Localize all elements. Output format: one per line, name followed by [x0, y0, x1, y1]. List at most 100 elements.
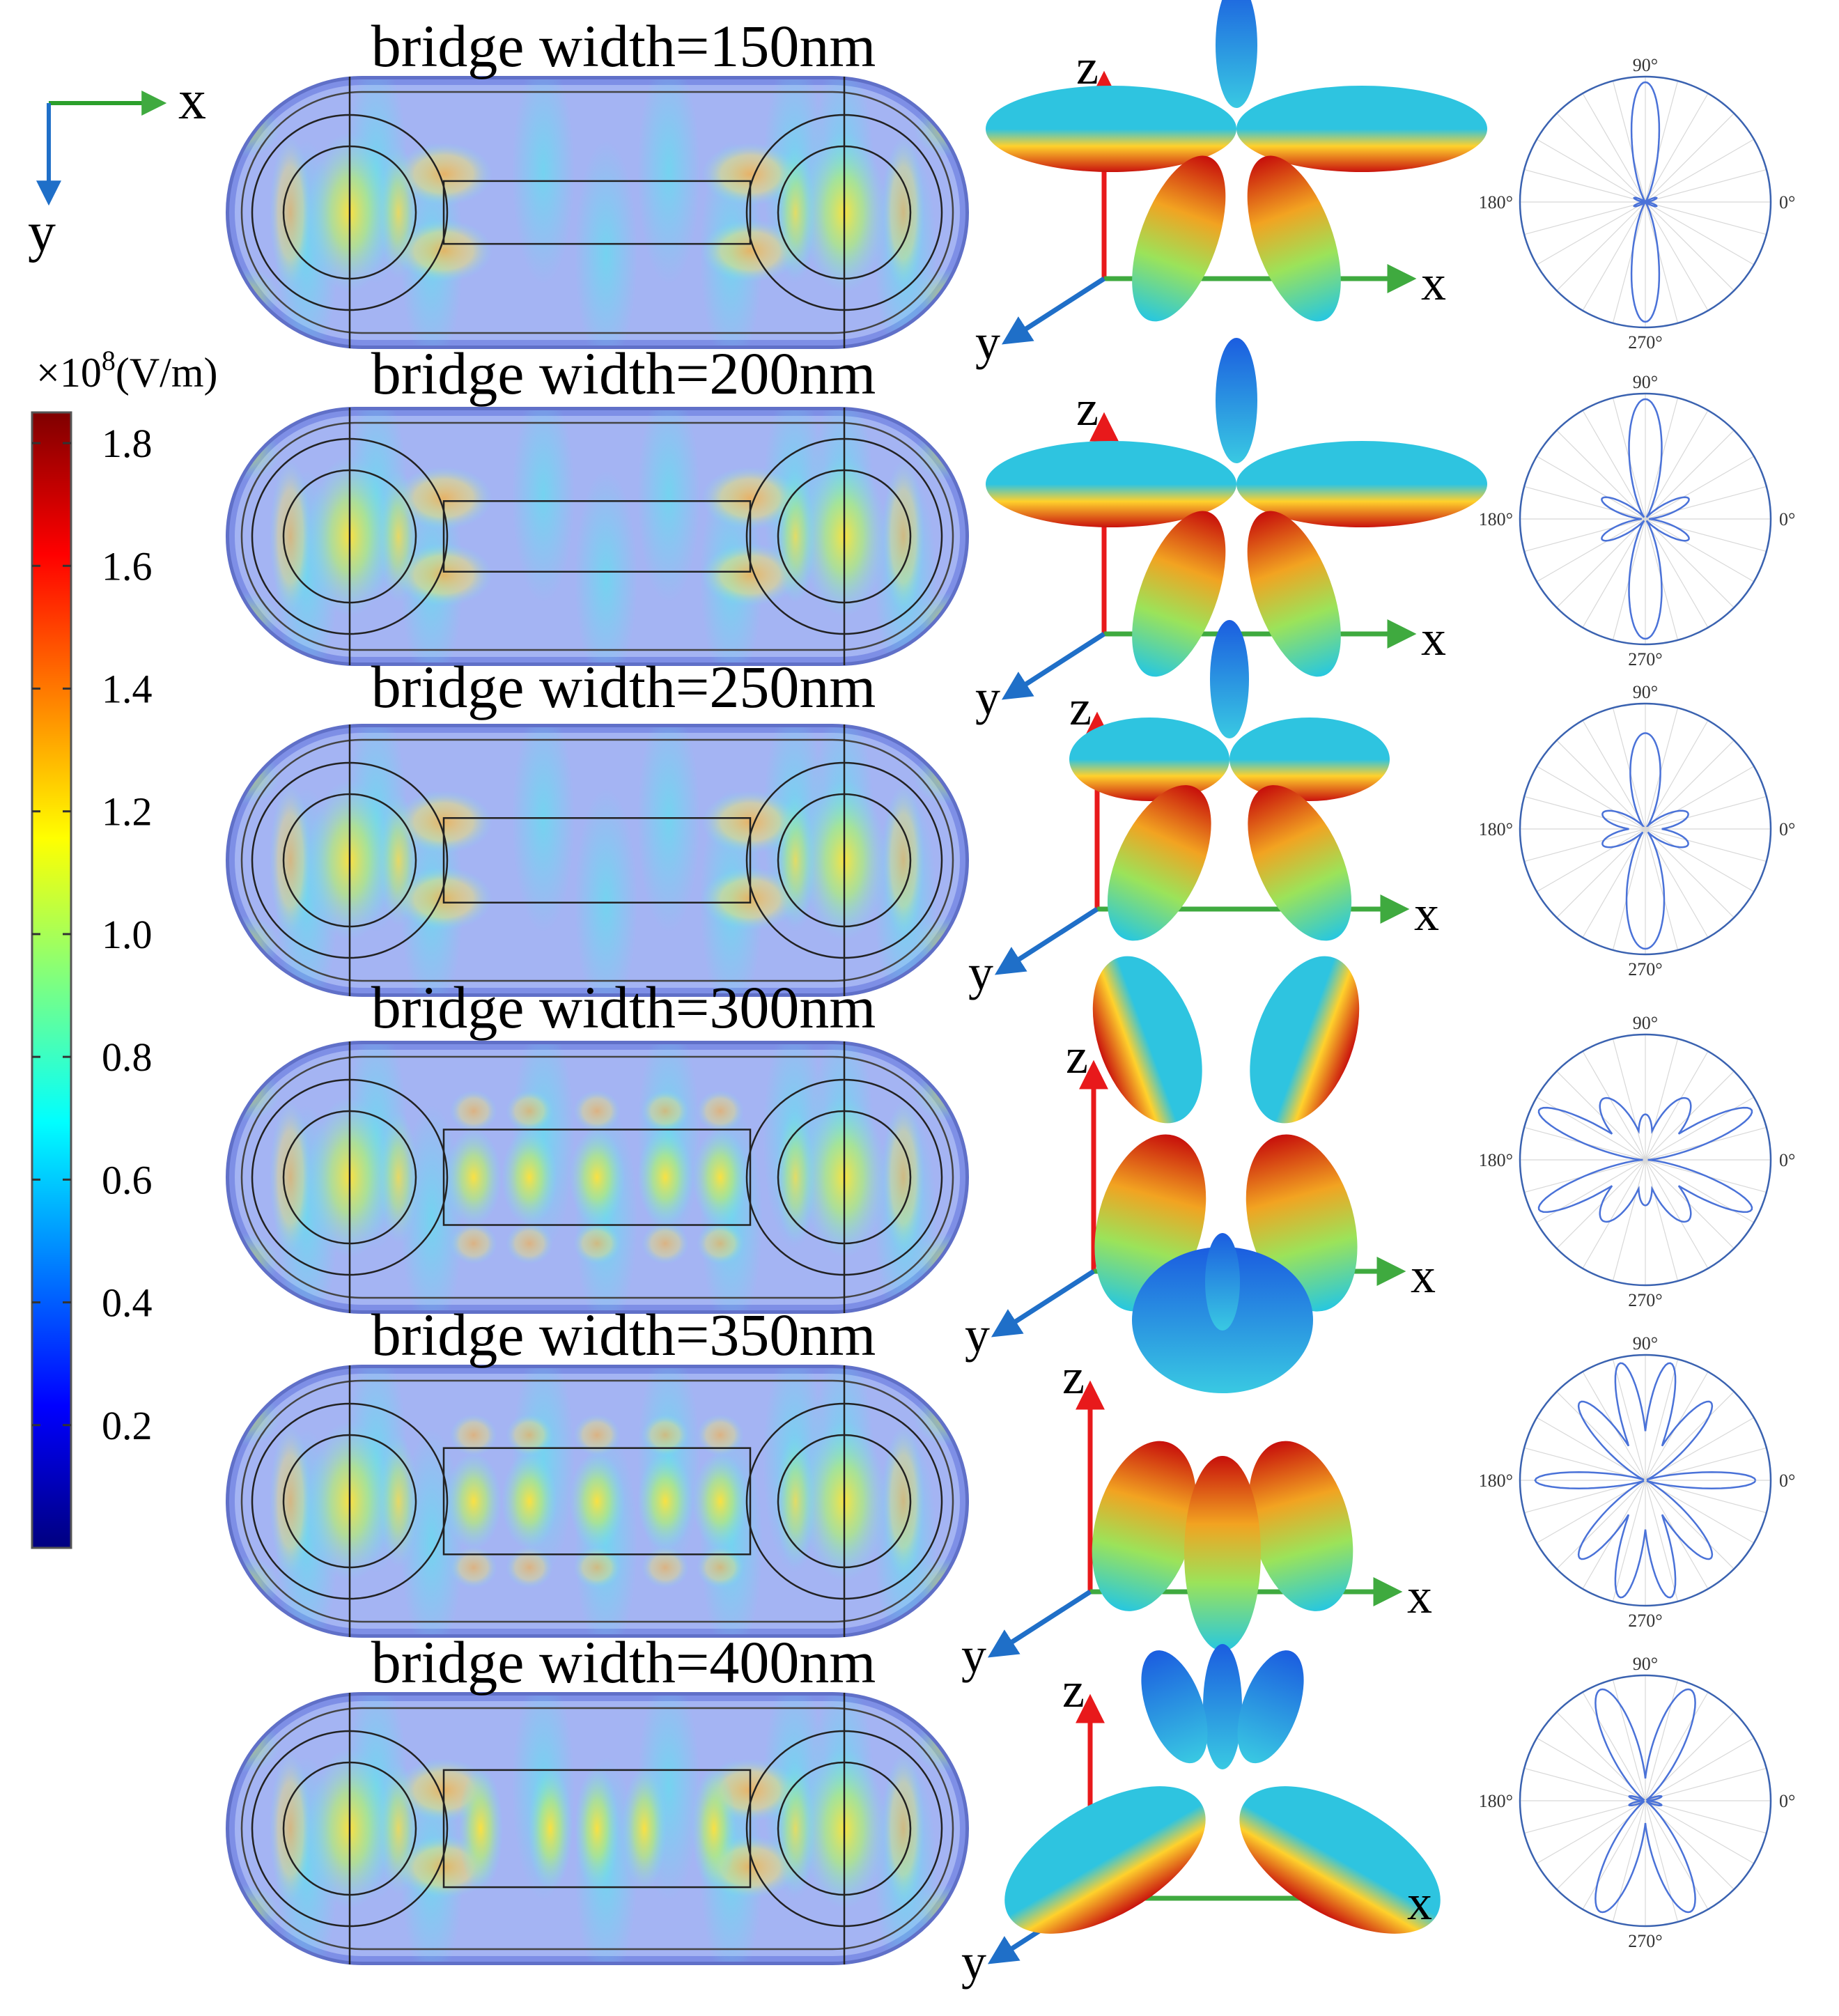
lobe-lower	[1092, 1441, 1197, 1611]
x-axis-label: x	[1411, 1248, 1436, 1303]
field-streak	[512, 77, 575, 285]
field-hotspot	[270, 784, 311, 937]
polar-label-0: 0°	[1779, 1150, 1795, 1170]
field-map	[226, 724, 968, 996]
colorbar-tick-label: 0.8	[102, 1034, 153, 1080]
field-hotspot	[701, 543, 799, 606]
ring-inner	[282, 1761, 417, 1896]
polar-gridline	[1645, 80, 1679, 203]
polar-gridline	[1612, 1679, 1646, 1801]
polar-gridline	[1645, 1159, 1709, 1269]
polar-gridline	[1645, 201, 1755, 265]
polar-gridline	[1645, 1800, 1679, 1923]
polar-gridline	[1612, 828, 1646, 951]
field-outline	[226, 407, 969, 666]
lobe-upper	[1250, 956, 1360, 1124]
y-axis-arrow	[1001, 632, 1105, 700]
polar-gridline	[1645, 139, 1755, 203]
field-hotspot	[697, 1414, 744, 1456]
lobe-lower	[1132, 511, 1226, 677]
polar-circle	[1519, 1354, 1772, 1607]
polar-circle	[1519, 1033, 1772, 1287]
polar-gridline	[1645, 456, 1755, 520]
z-axis-label: z	[1062, 1662, 1085, 1718]
polar-gridline	[1582, 410, 1646, 520]
field-map	[226, 1041, 968, 1313]
field-hotspot	[914, 749, 968, 805]
polar-gridline	[1582, 518, 1646, 628]
polar-gridline	[1645, 1691, 1709, 1801]
polar-gridline	[1523, 796, 1646, 830]
polar-gridline	[1645, 828, 1735, 918]
polar-gridline	[1612, 1800, 1646, 1923]
lobe-vertical	[1210, 620, 1249, 738]
field-hotspot	[569, 1129, 625, 1226]
polar-gridline	[1645, 828, 1767, 862]
field-outline	[226, 1692, 969, 1965]
lobe-lower	[1248, 785, 1352, 941]
polar-curve	[1534, 1362, 1757, 1599]
radiation-pattern-3d	[1092, 956, 1360, 1312]
polar-circle	[1519, 1674, 1772, 1928]
bridge-outline	[442, 180, 752, 245]
polar-gridline	[1582, 1159, 1646, 1269]
lobe-horizontal	[1069, 718, 1229, 801]
field-hotspot	[914, 268, 968, 324]
field-hotspot	[883, 784, 924, 937]
field-streak	[637, 77, 700, 285]
polar-gridline	[1645, 828, 1679, 951]
colorbar-tick-label: 1.0	[102, 912, 153, 957]
lobe-horizontal	[1236, 441, 1487, 527]
polar-label-0: 0°	[1779, 1471, 1795, 1491]
lobe-vertical	[1205, 1233, 1240, 1331]
polar-label-90: 90°	[1633, 372, 1658, 392]
field-hotspot	[528, 1766, 573, 1891]
colorbar-gradient	[31, 411, 72, 1549]
field-hotspot	[914, 1557, 968, 1613]
z-axis-label: z	[1066, 1028, 1088, 1084]
field-hotspot	[270, 1101, 311, 1254]
field-hotspot	[573, 1090, 621, 1132]
x-axis-label: x	[1421, 610, 1446, 666]
field-hotspot	[883, 136, 924, 289]
field-hotspot	[446, 1452, 502, 1550]
y-axis-label: y	[968, 945, 993, 1000]
panel-row: bridge width=350nm z x y 90° 270° 180° 0°	[226, 1233, 1795, 1683]
polar-gridline	[1645, 1767, 1767, 1801]
lobe-vertical	[1203, 1644, 1242, 1769]
polar-gridline	[1536, 1737, 1646, 1801]
colorbar-tick-label: 0.2	[102, 1403, 153, 1448]
polar-gridline	[1645, 410, 1709, 520]
field-inner-outline	[240, 1379, 954, 1623]
lobe-lower	[1248, 1441, 1353, 1611]
polar-gridline	[1536, 1096, 1646, 1161]
ring-outer	[745, 761, 943, 959]
field-hotspot	[450, 1223, 497, 1264]
colorbar-tick-label: 1.4	[102, 666, 153, 711]
y-axis-label: y	[975, 314, 1000, 370]
polar-gridline	[1645, 1096, 1755, 1161]
lobe-upper	[1092, 956, 1202, 1124]
polar-gridline	[1645, 518, 1755, 582]
field-hotspot	[692, 1452, 748, 1550]
colorbar-tick-label: 1.2	[102, 789, 153, 835]
panel-row: bridge width=150nm z x y 90° 270° 180° 0°	[226, 0, 1795, 370]
field-hotspot	[914, 101, 968, 157]
ring-outer	[745, 1078, 943, 1276]
radiation-pattern-3d	[1092, 1233, 1353, 1651]
polar-gridline	[1645, 1800, 1755, 1864]
field-hotspot	[637, 1452, 693, 1550]
field-map	[226, 1693, 968, 1964]
polar-gridline	[1645, 518, 1735, 608]
polar-gridline	[1582, 1800, 1646, 1910]
bridge-outline	[442, 500, 752, 573]
polar-label-0: 0°	[1779, 509, 1795, 529]
lobe-lower	[1247, 155, 1341, 322]
field-streak	[575, 470, 637, 665]
polar-gridline	[1645, 1159, 1679, 1282]
polar-gridline	[1536, 1800, 1646, 1864]
y-axis-label: y	[965, 1307, 990, 1363]
field-hotspot	[446, 1129, 502, 1226]
z-axis-label: z	[1076, 380, 1099, 436]
